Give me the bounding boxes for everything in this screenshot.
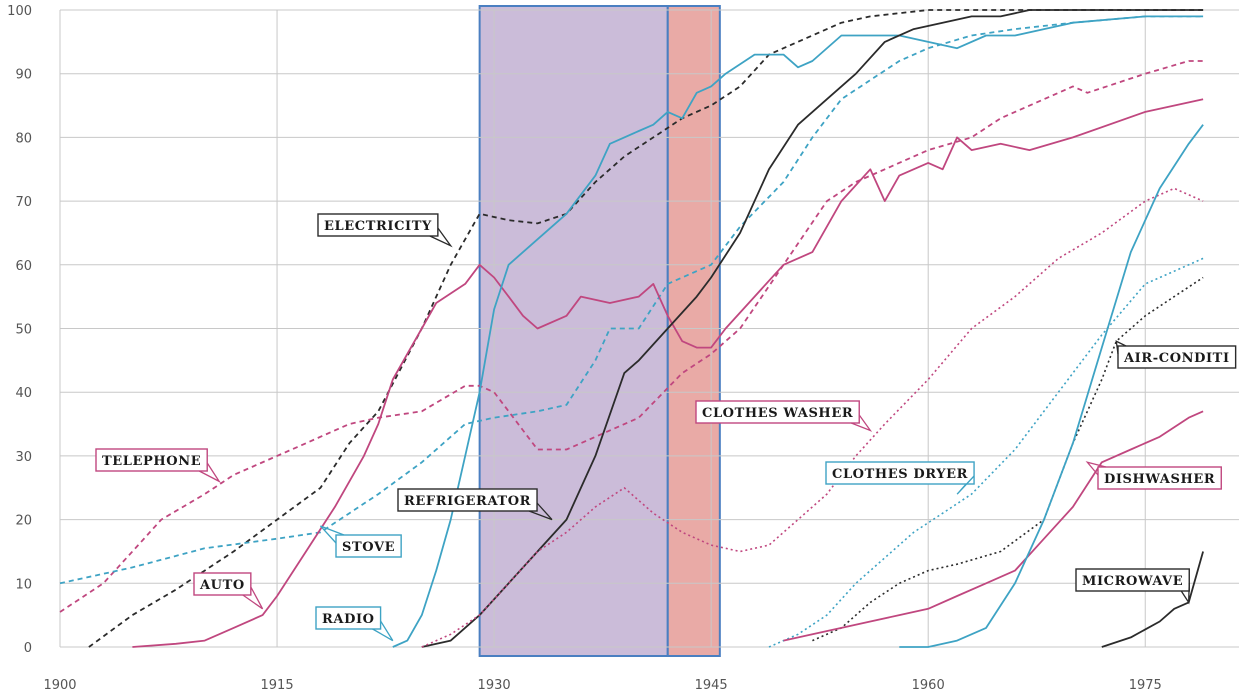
callout-auto: AUTO bbox=[193, 572, 264, 610]
callout-label: TELEPHONE bbox=[102, 454, 201, 469]
series-line-stove-2 bbox=[59, 15, 1204, 585]
callout-box bbox=[1075, 568, 1190, 592]
series-line-unlabeled-11 bbox=[899, 124, 1204, 648]
y-tick-label: 100 bbox=[7, 4, 32, 19]
x-tick-label: 1930 bbox=[478, 678, 511, 693]
y-tick-label: 20 bbox=[15, 514, 32, 529]
callout-label: ELECTRICITY bbox=[324, 219, 432, 234]
callout-radio: RADIO bbox=[315, 606, 394, 642]
callout-box bbox=[1117, 345, 1237, 369]
series-line-radio-4 bbox=[392, 15, 1204, 648]
series-line-refrigerator-5 bbox=[421, 9, 1204, 648]
callout-pointer bbox=[429, 227, 453, 248]
callout-refrigerator: REFRIGERATOR bbox=[397, 488, 553, 521]
callout-air-conditi: AIR-CONDITI bbox=[1115, 340, 1237, 369]
callout-clothes-dryer: CLOTHES DRYER bbox=[825, 461, 975, 495]
shaded-period-1 bbox=[478, 5, 669, 657]
callout-pointer bbox=[1115, 340, 1127, 355]
y-tick-label: 70 bbox=[15, 195, 32, 210]
series-line-auto-3 bbox=[132, 98, 1204, 648]
callout-telephone: TELEPHONE bbox=[95, 448, 222, 484]
y-tick-label: 60 bbox=[15, 259, 32, 274]
callout-pointer bbox=[1180, 582, 1190, 605]
callout-label: STOVE bbox=[342, 540, 395, 555]
callout-label: DISHWASHER bbox=[1104, 472, 1215, 487]
series-line-electricity-0 bbox=[88, 9, 1204, 648]
callout-dishwasher: DISHWASHER bbox=[1085, 461, 1222, 490]
callout-box bbox=[1097, 466, 1222, 490]
callout-pointer bbox=[372, 620, 394, 642]
y-tick-label: 80 bbox=[15, 131, 32, 146]
y-tick-label: 30 bbox=[15, 450, 32, 465]
callout-box bbox=[397, 488, 538, 512]
x-tick-label: 1915 bbox=[261, 678, 294, 693]
series-line-telephone-1 bbox=[59, 60, 1204, 613]
x-tick-label: 1900 bbox=[43, 678, 76, 693]
series-line-air-conditioning-8 bbox=[812, 276, 1204, 642]
callout-label: MICROWAVE bbox=[1082, 574, 1183, 589]
x-tick-label: 1960 bbox=[912, 678, 945, 693]
callout-pointer bbox=[1085, 461, 1107, 476]
callout-microwave: MICROWAVE bbox=[1075, 568, 1190, 605]
callout-box bbox=[335, 534, 402, 558]
y-tick-label: 10 bbox=[15, 577, 32, 592]
series-line-microwave-10 bbox=[1101, 551, 1204, 648]
series-line-dishwasher-9 bbox=[783, 410, 1204, 642]
callout-box bbox=[317, 213, 439, 237]
callout-label: RADIO bbox=[322, 612, 375, 627]
callout-pointer bbox=[198, 462, 222, 484]
callout-label: CLOTHES DRYER bbox=[832, 467, 968, 482]
callout-box bbox=[193, 572, 252, 596]
callout-box bbox=[825, 461, 975, 485]
x-tick-label: 1975 bbox=[1129, 678, 1162, 693]
callout-pointer bbox=[528, 502, 553, 521]
callout-box bbox=[315, 606, 382, 630]
callout-electricity: ELECTRICITY bbox=[317, 213, 453, 248]
callout-box bbox=[695, 400, 860, 424]
y-tick-label: 40 bbox=[15, 386, 32, 401]
callout-label: AUTO bbox=[199, 578, 245, 593]
callout-pointer bbox=[850, 414, 873, 432]
y-tick-label: 50 bbox=[15, 323, 32, 338]
callout-label: AIR-CONDITI bbox=[1123, 351, 1230, 366]
callout-clothes-washer: CLOTHES WASHER bbox=[695, 400, 873, 432]
callout-box bbox=[95, 448, 208, 472]
callout-label: CLOTHES WASHER bbox=[702, 406, 853, 421]
callout-pointer bbox=[319, 525, 345, 544]
callout-stove: STOVE bbox=[319, 525, 402, 558]
y-tick-label: 90 bbox=[15, 68, 32, 83]
y-tick-label: 0 bbox=[24, 641, 32, 656]
callout-label: REFRIGERATOR bbox=[404, 494, 531, 509]
callout-pointer bbox=[242, 586, 264, 610]
x-tick-label: 1945 bbox=[695, 678, 728, 693]
callout-pointer bbox=[956, 475, 975, 495]
